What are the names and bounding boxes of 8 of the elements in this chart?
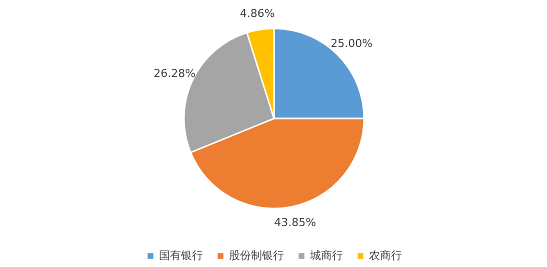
data-label: 4.86% bbox=[240, 7, 275, 20]
legend-label: 农商行 bbox=[369, 248, 402, 263]
legend-label: 城商行 bbox=[310, 248, 343, 263]
data-label: 43.85% bbox=[274, 216, 316, 230]
data-label: 26.28% bbox=[154, 66, 196, 80]
legend-label: 股份制银行 bbox=[229, 248, 284, 263]
data-label: 25.00% bbox=[330, 36, 373, 50]
legend-label: 国有银行 bbox=[159, 248, 203, 263]
